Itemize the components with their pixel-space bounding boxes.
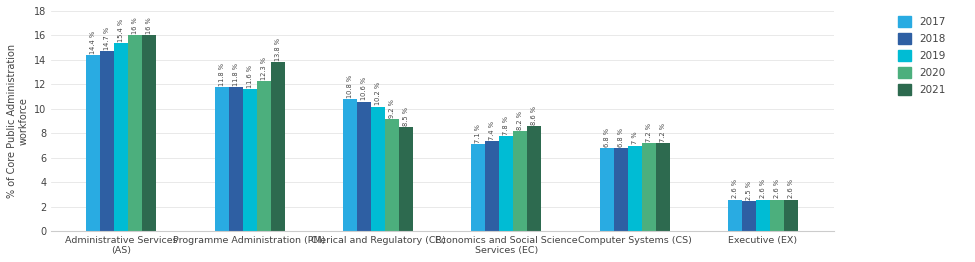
Bar <box>343 99 357 232</box>
Text: 2.6 %: 2.6 % <box>760 179 766 198</box>
Text: 11.8 %: 11.8 % <box>218 63 224 86</box>
Bar <box>642 143 655 232</box>
Text: 2.6 %: 2.6 % <box>788 179 794 198</box>
Bar <box>471 145 486 232</box>
Text: 8.6 %: 8.6 % <box>531 106 537 125</box>
Bar <box>600 148 613 232</box>
Text: 15.4 %: 15.4 % <box>118 18 124 42</box>
Text: 8.5 %: 8.5 % <box>403 107 409 126</box>
Bar <box>527 126 541 232</box>
Text: 8.2 %: 8.2 % <box>518 111 524 130</box>
Text: 7.1 %: 7.1 % <box>475 124 482 143</box>
Text: 9.2 %: 9.2 % <box>389 99 395 118</box>
Text: 13.8 %: 13.8 % <box>275 38 281 61</box>
Bar <box>728 200 742 232</box>
Bar <box>86 55 100 232</box>
Bar <box>513 131 527 232</box>
Bar <box>655 143 670 232</box>
Bar <box>357 102 370 232</box>
Text: 7.2 %: 7.2 % <box>660 123 666 142</box>
Text: 7.4 %: 7.4 % <box>489 121 495 140</box>
Bar <box>770 200 784 232</box>
Y-axis label: % of Core Public Administration
workforce: % of Core Public Administration workforc… <box>7 44 28 198</box>
Text: 14.4 %: 14.4 % <box>91 31 97 54</box>
Text: 12.3 %: 12.3 % <box>260 57 266 80</box>
Legend: 2017, 2018, 2019, 2020, 2021: 2017, 2018, 2019, 2020, 2021 <box>894 12 950 99</box>
Text: 16 %: 16 % <box>146 18 152 34</box>
Text: 14.7 %: 14.7 % <box>104 27 110 50</box>
Text: 10.2 %: 10.2 % <box>375 82 381 105</box>
Bar <box>370 107 385 232</box>
Bar <box>399 127 413 232</box>
Bar <box>129 35 142 232</box>
Text: 6.8 %: 6.8 % <box>618 128 624 147</box>
Text: 2.6 %: 2.6 % <box>732 179 738 198</box>
Text: 2.6 %: 2.6 % <box>774 179 780 198</box>
Bar <box>784 200 798 232</box>
Bar <box>256 81 271 232</box>
Bar <box>499 136 513 232</box>
Text: 6.8 %: 6.8 % <box>604 128 609 147</box>
Bar <box>486 141 499 232</box>
Bar <box>228 87 243 232</box>
Text: 11.6 %: 11.6 % <box>247 65 253 88</box>
Bar <box>756 200 770 232</box>
Bar <box>214 87 228 232</box>
Bar <box>385 119 399 232</box>
Bar <box>271 62 285 232</box>
Bar <box>742 201 756 232</box>
Text: 16 %: 16 % <box>133 18 138 34</box>
Text: 7 %: 7 % <box>632 132 638 145</box>
Text: 10.8 %: 10.8 % <box>347 75 353 98</box>
Bar <box>243 89 256 232</box>
Bar <box>613 148 628 232</box>
Text: 11.8 %: 11.8 % <box>233 63 239 86</box>
Text: 7.8 %: 7.8 % <box>503 116 509 135</box>
Text: 7.2 %: 7.2 % <box>645 123 651 142</box>
Text: 10.6 %: 10.6 % <box>361 77 367 100</box>
Text: 2.5 %: 2.5 % <box>746 181 752 200</box>
Bar <box>114 43 129 232</box>
Bar <box>628 146 642 232</box>
Bar <box>142 35 156 232</box>
Bar <box>100 51 114 232</box>
